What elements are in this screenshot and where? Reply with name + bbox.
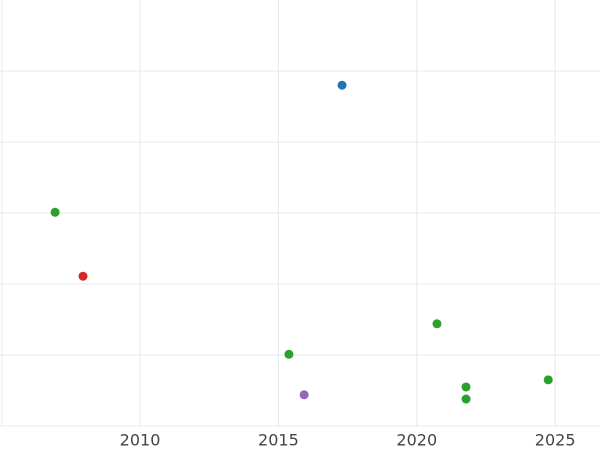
x-tick-label: 2025	[535, 431, 576, 450]
point	[461, 394, 471, 404]
point	[337, 80, 347, 90]
point	[50, 207, 60, 217]
point	[432, 319, 442, 329]
x-tick-label: 2015	[258, 431, 299, 450]
point	[299, 390, 309, 400]
point	[78, 271, 88, 281]
x-tick-label: 2020	[396, 431, 437, 450]
point	[543, 375, 553, 385]
x-tick-label: 2010	[120, 431, 161, 450]
point	[284, 349, 294, 359]
point	[461, 382, 471, 392]
